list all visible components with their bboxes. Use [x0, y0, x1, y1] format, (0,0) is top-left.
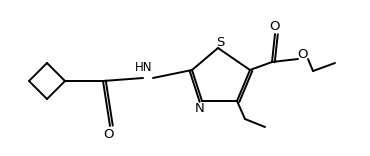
Text: O: O [270, 20, 280, 32]
Text: O: O [103, 127, 113, 141]
Text: S: S [216, 36, 224, 49]
Text: HN: HN [135, 61, 153, 74]
Text: O: O [298, 49, 308, 61]
Text: N: N [195, 102, 205, 115]
